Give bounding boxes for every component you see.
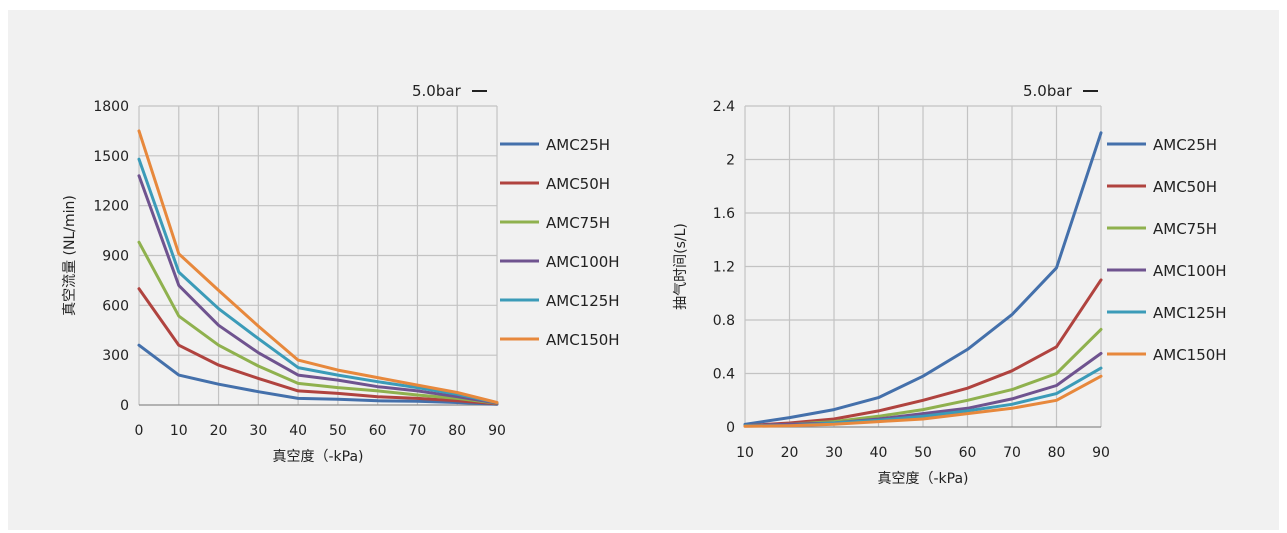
left-x-axis-title: 真空度（-kPa) bbox=[272, 449, 363, 465]
right-y-tick-label: 0 bbox=[726, 420, 735, 436]
right-legend-label-amc125h: AMC125H bbox=[1153, 304, 1227, 322]
right-y-axis-title: 抽气时间(s/L) bbox=[673, 223, 689, 310]
left-x-tick-label: 10 bbox=[170, 423, 188, 439]
left-y-tick-label: 1200 bbox=[93, 199, 129, 215]
right-x-tick-label: 90 bbox=[1092, 445, 1110, 461]
right-caption: 5.0bar bbox=[1023, 82, 1073, 100]
left-legend-label-amc150h: AMC150H bbox=[546, 331, 620, 349]
right-series-amc25h-line bbox=[743, 131, 1103, 426]
chart-panel: 0 300 600 900 1200 1500 1800 0 10 20 30 40 50 60 70 80 9… bbox=[8, 10, 1279, 530]
right-x-tick-label: 20 bbox=[781, 445, 799, 461]
right-x-tick-label: 30 bbox=[825, 445, 843, 461]
left-series-amc150h-line bbox=[137, 129, 499, 404]
right-y-tick-label: 1.2 bbox=[713, 260, 735, 276]
left-x-tick-label: 0 bbox=[135, 423, 144, 439]
right-series-amc150h-line bbox=[743, 374, 1103, 428]
left-x-tick-label: 30 bbox=[249, 423, 267, 439]
left-y-tick-label: 900 bbox=[102, 249, 129, 265]
right-x-tick-label: 40 bbox=[870, 445, 888, 461]
right-x-tick-label: 80 bbox=[1048, 445, 1066, 461]
left-x-tick-label: 20 bbox=[210, 423, 228, 439]
right-y-tick-label: 2.4 bbox=[713, 99, 735, 115]
left-series-amc125h-line bbox=[137, 157, 499, 405]
right-x-axis-title: 真空度（-kPa) bbox=[877, 471, 968, 487]
left-y-tick-label: 600 bbox=[102, 298, 129, 314]
right-x-tick-label: 60 bbox=[959, 445, 977, 461]
left-caption: 5.0bar bbox=[412, 82, 462, 100]
left-x-tick-label: 50 bbox=[329, 423, 347, 439]
left-x-tick-label: 80 bbox=[448, 423, 466, 439]
right-x-tick-label: 10 bbox=[736, 445, 754, 461]
left-legend-label-amc125h: AMC125H bbox=[546, 292, 620, 310]
right-legend-label-amc25h: AMC25H bbox=[1153, 136, 1217, 154]
right-y-tick-label: 2 bbox=[726, 153, 735, 169]
right-legend-label-amc100h: AMC100H bbox=[1153, 262, 1227, 280]
left-series-amc50h-line bbox=[137, 287, 499, 406]
left-y-tick-label: 1800 bbox=[93, 99, 129, 115]
right-x-tick-label: 70 bbox=[1003, 445, 1021, 461]
left-legend-label-amc100h: AMC100H bbox=[546, 253, 620, 271]
right-y-tick-label: 0.8 bbox=[713, 313, 735, 329]
left-series-amc100h-line bbox=[137, 174, 499, 405]
left-x-tick-label: 70 bbox=[409, 423, 427, 439]
left-x-tick-label: 90 bbox=[488, 423, 506, 439]
left-y-tick-label: 0 bbox=[120, 398, 129, 414]
left-y-tick-label: 300 bbox=[102, 348, 129, 364]
right-legend-label-amc50h: AMC50H bbox=[1153, 178, 1217, 196]
left-y-axis-title: 真空流量 (NL/min) bbox=[62, 195, 78, 316]
left-y-tick-label: 1500 bbox=[93, 149, 129, 165]
right-series-amc50h-line bbox=[743, 278, 1103, 428]
left-legend-label-amc50h: AMC50H bbox=[546, 175, 610, 193]
right-x-tick-label: 50 bbox=[914, 445, 932, 461]
left-legend-label-amc25h: AMC25H bbox=[546, 136, 610, 154]
left-x-tick-label: 40 bbox=[289, 423, 307, 439]
right-y-tick-label: 1.6 bbox=[713, 206, 735, 222]
left-x-tick-label: 60 bbox=[369, 423, 387, 439]
left-series-amc75h-line bbox=[137, 240, 499, 405]
right-legend-label-amc75h: AMC75H bbox=[1153, 220, 1217, 238]
left-series-amc25h-line bbox=[137, 343, 499, 406]
right-legend-label-amc150h: AMC150H bbox=[1153, 346, 1227, 364]
left-legend-label-amc75h: AMC75H bbox=[546, 214, 610, 232]
right-y-tick-label: 0.4 bbox=[713, 367, 735, 383]
